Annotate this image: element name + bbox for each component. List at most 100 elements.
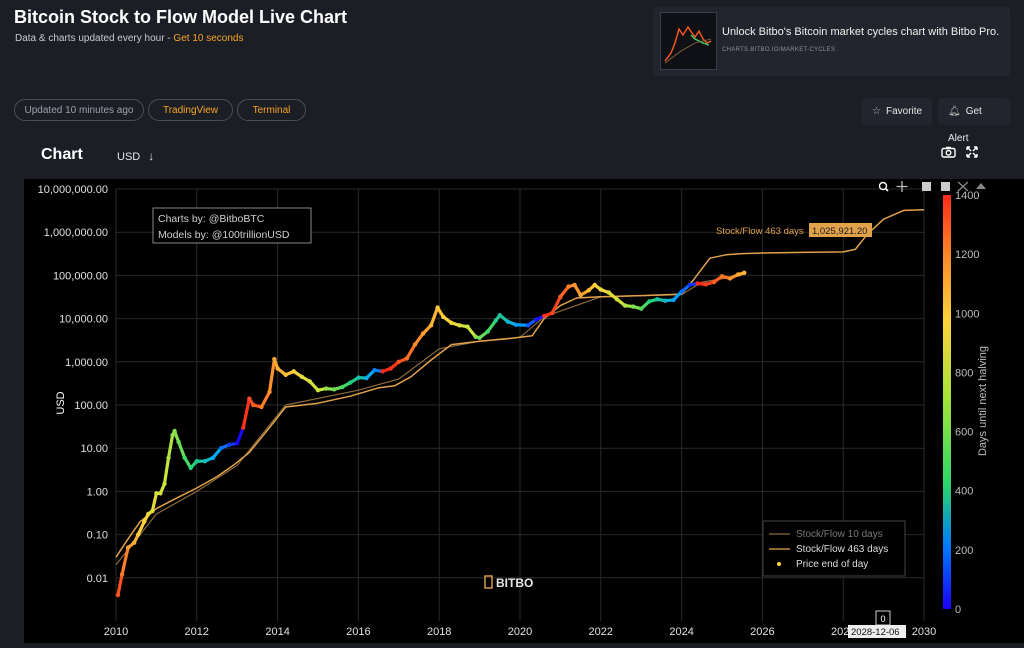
price-point[interactable] <box>272 357 276 361</box>
price-point[interactable] <box>182 456 186 460</box>
price-point[interactable] <box>514 323 518 327</box>
price-point[interactable] <box>132 540 136 544</box>
price-point[interactable] <box>586 288 590 292</box>
price-point[interactable] <box>566 284 570 288</box>
price-point[interactable] <box>300 375 304 379</box>
price-point[interactable] <box>558 295 562 299</box>
price-point[interactable] <box>477 336 481 340</box>
price-point[interactable] <box>607 290 611 294</box>
price-point[interactable] <box>712 280 716 284</box>
price-point[interactable] <box>498 313 502 317</box>
legend[interactable]: Stock/Flow 10 days Stock/Flow 463 days P… <box>763 521 905 576</box>
price-point[interactable] <box>146 512 150 516</box>
price-point[interactable] <box>405 356 409 360</box>
price-point[interactable] <box>126 545 130 549</box>
price-point[interactable] <box>136 532 140 536</box>
price-point[interactable] <box>615 297 619 301</box>
price-point[interactable] <box>671 298 675 302</box>
price-point[interactable] <box>631 304 635 308</box>
price-point[interactable] <box>162 482 166 486</box>
price-point[interactable] <box>457 323 461 327</box>
stock-to-flow-chart[interactable]: 0.010.101.0010.00100.001,000.0010,000.00… <box>24 179 1024 643</box>
price-point[interactable] <box>195 459 199 463</box>
upgrade-link[interactable]: Get 10 seconds <box>173 33 243 44</box>
price-point[interactable] <box>364 376 368 380</box>
price-point[interactable] <box>116 593 120 597</box>
price-point[interactable] <box>241 425 245 429</box>
price-point[interactable] <box>267 390 271 394</box>
price-point[interactable] <box>324 386 328 390</box>
price-point[interactable] <box>413 342 417 346</box>
price-point[interactable] <box>275 366 279 370</box>
price-point[interactable] <box>219 446 223 450</box>
price-point[interactable] <box>534 317 538 321</box>
price-point[interactable] <box>142 519 146 523</box>
price-point[interactable] <box>150 509 154 513</box>
price-point[interactable] <box>316 388 320 392</box>
camera-icon[interactable] <box>941 146 956 161</box>
price-point[interactable] <box>251 403 255 407</box>
price-point[interactable] <box>340 385 344 389</box>
price-point[interactable] <box>348 380 352 384</box>
price-point[interactable] <box>449 321 453 325</box>
price-point[interactable] <box>526 323 530 327</box>
price-point[interactable] <box>506 319 510 323</box>
price-point[interactable] <box>720 274 724 278</box>
price-point[interactable] <box>704 282 708 286</box>
price-point[interactable] <box>578 293 582 297</box>
price-point[interactable] <box>655 297 659 301</box>
zoom-icon[interactable] <box>880 183 889 192</box>
price-point[interactable] <box>473 335 477 339</box>
price-point[interactable] <box>728 276 732 280</box>
price-point[interactable] <box>623 303 627 307</box>
price-point[interactable] <box>542 314 546 318</box>
terminal-button[interactable]: Terminal <box>237 99 306 121</box>
price-point[interactable] <box>166 456 170 460</box>
price-point[interactable] <box>227 443 231 447</box>
price-point[interactable] <box>572 283 576 287</box>
price-point[interactable] <box>259 405 263 409</box>
price-point[interactable] <box>593 283 597 287</box>
price-point[interactable] <box>663 298 667 302</box>
price-point[interactable] <box>356 375 360 379</box>
price-point[interactable] <box>736 272 740 276</box>
price-point[interactable] <box>380 369 384 373</box>
price-point[interactable] <box>465 324 469 328</box>
tradingview-button[interactable]: TradingView <box>148 99 233 121</box>
price-point[interactable] <box>639 306 643 310</box>
price-point[interactable] <box>247 396 251 400</box>
get-alert-button[interactable]: 🔔︎Get Alert <box>938 98 1010 125</box>
price-point[interactable] <box>397 360 401 364</box>
price-point[interactable] <box>441 315 445 319</box>
legend-item-sf10[interactable]: Stock/Flow 10 days <box>796 529 883 540</box>
price-point[interactable] <box>292 369 296 373</box>
favorite-button[interactable]: ☆Favorite <box>862 98 932 125</box>
legend-item-sf463[interactable]: Stock/Flow 463 days <box>796 544 888 555</box>
price-point[interactable] <box>372 368 376 372</box>
price-point[interactable] <box>435 305 439 309</box>
price-points[interactable] <box>116 271 747 598</box>
price-point[interactable] <box>550 311 554 315</box>
price-point[interactable] <box>332 387 336 391</box>
price-point[interactable] <box>176 440 180 444</box>
legend-item-price[interactable]: Price end of day <box>796 559 868 570</box>
price-point[interactable] <box>647 299 651 303</box>
price-point[interactable] <box>172 429 176 433</box>
pan-icon[interactable] <box>897 181 908 192</box>
price-point[interactable] <box>687 283 691 287</box>
price-point[interactable] <box>696 281 700 285</box>
currency-selector[interactable]: USD↓ <box>117 149 154 163</box>
price-point[interactable] <box>742 271 746 275</box>
price-point[interactable] <box>429 323 433 327</box>
price-point[interactable] <box>235 441 239 445</box>
price-point[interactable] <box>154 491 158 495</box>
reset-axes-icon[interactable] <box>976 183 986 189</box>
price-point[interactable] <box>308 379 312 383</box>
expand-icon[interactable] <box>966 146 978 161</box>
price-point[interactable] <box>389 366 393 370</box>
price-point[interactable] <box>485 329 489 333</box>
price-point[interactable] <box>158 491 162 495</box>
promo-card[interactable]: Unlock Bitbo's Bitcoin market cycles cha… <box>653 7 1010 76</box>
price-point[interactable] <box>679 289 683 293</box>
